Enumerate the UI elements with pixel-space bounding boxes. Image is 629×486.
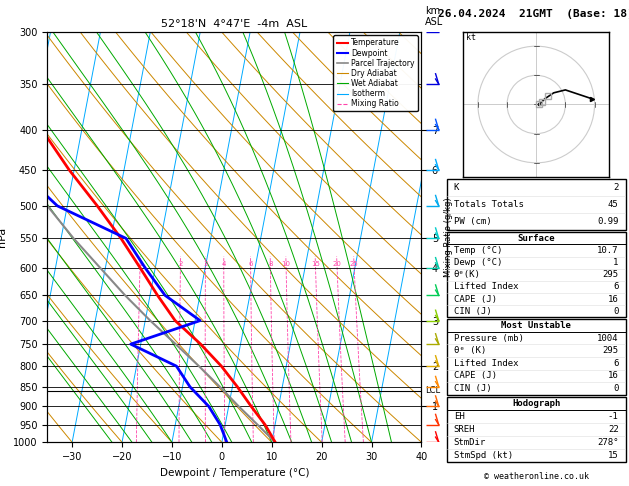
Text: LCL: LCL (425, 386, 440, 395)
Text: 45: 45 (608, 200, 619, 209)
Text: 16: 16 (608, 295, 619, 304)
Text: StmSpd (kt): StmSpd (kt) (454, 451, 513, 460)
Text: Hodograph: Hodograph (512, 399, 560, 408)
Text: 6: 6 (613, 359, 619, 368)
Text: 3: 3 (203, 261, 208, 267)
Text: 25: 25 (350, 261, 359, 267)
Text: 1: 1 (613, 258, 619, 267)
Text: km
ASL: km ASL (425, 6, 443, 28)
Text: CAPE (J): CAPE (J) (454, 371, 497, 381)
Text: 295: 295 (603, 270, 619, 279)
Text: K: K (454, 183, 459, 192)
Text: 26.04.2024  21GMT  (Base: 18): 26.04.2024 21GMT (Base: 18) (438, 9, 629, 19)
X-axis label: Dewpoint / Temperature (°C): Dewpoint / Temperature (°C) (160, 468, 309, 478)
Text: 2: 2 (178, 261, 182, 267)
Text: 278°: 278° (597, 438, 619, 447)
Text: θᵉ (K): θᵉ (K) (454, 346, 486, 355)
Text: CIN (J): CIN (J) (454, 384, 491, 393)
Text: Temp (°C): Temp (°C) (454, 246, 502, 255)
Text: Totals Totals: Totals Totals (454, 200, 523, 209)
Text: SREH: SREH (454, 425, 476, 434)
Text: 0: 0 (613, 307, 619, 316)
Text: 1004: 1004 (597, 333, 619, 343)
Text: 295: 295 (603, 346, 619, 355)
Text: Dewp (°C): Dewp (°C) (454, 258, 502, 267)
Legend: Temperature, Dewpoint, Parcel Trajectory, Dry Adiabat, Wet Adiabat, Isotherm, Mi: Temperature, Dewpoint, Parcel Trajectory… (333, 35, 418, 111)
Text: 6: 6 (248, 261, 253, 267)
Text: 4: 4 (221, 261, 226, 267)
Text: 6: 6 (613, 282, 619, 292)
Text: CIN (J): CIN (J) (454, 307, 491, 316)
Text: Surface: Surface (518, 234, 555, 243)
Text: 22: 22 (608, 425, 619, 434)
Text: 20: 20 (333, 261, 342, 267)
Text: © weatheronline.co.uk: © weatheronline.co.uk (484, 472, 589, 481)
Text: Mixing Ratio (g/kg): Mixing Ratio (g/kg) (444, 197, 453, 277)
Text: StmDir: StmDir (454, 438, 486, 447)
Text: Most Unstable: Most Unstable (501, 321, 571, 330)
Text: 10: 10 (282, 261, 291, 267)
Text: -1: -1 (608, 412, 619, 421)
Title: 52°18'N  4°47'E  -4m  ASL: 52°18'N 4°47'E -4m ASL (161, 19, 308, 30)
Text: Lifted Index: Lifted Index (454, 282, 518, 292)
Y-axis label: hPa: hPa (0, 227, 8, 247)
Text: PW (cm): PW (cm) (454, 217, 491, 226)
Text: 16: 16 (608, 371, 619, 381)
Text: kt: kt (466, 34, 476, 42)
Text: 0.99: 0.99 (597, 217, 619, 226)
Text: 2: 2 (613, 183, 619, 192)
Text: 1: 1 (138, 261, 142, 267)
Text: EH: EH (454, 412, 464, 421)
Text: 10.7: 10.7 (597, 246, 619, 255)
Text: 8: 8 (268, 261, 272, 267)
Text: Lifted Index: Lifted Index (454, 359, 518, 368)
Text: θᵉ(K): θᵉ(K) (454, 270, 481, 279)
Text: 0: 0 (613, 384, 619, 393)
Text: 15: 15 (311, 261, 320, 267)
Text: 15: 15 (608, 451, 619, 460)
Text: Pressure (mb): Pressure (mb) (454, 333, 523, 343)
Text: CAPE (J): CAPE (J) (454, 295, 497, 304)
